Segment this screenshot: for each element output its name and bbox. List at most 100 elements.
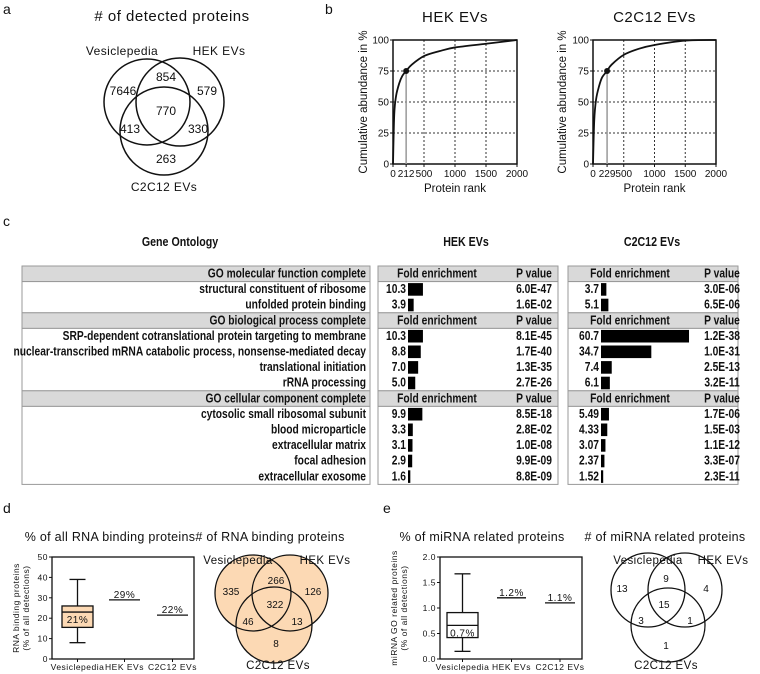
y-tick-label: 50: [578, 98, 590, 109]
marker-point: [403, 68, 410, 74]
c2c12-fold-bar: [601, 423, 608, 437]
c2c12-fold-bar: [601, 361, 612, 374]
p-value-header: P value: [516, 268, 552, 281]
x-tick-label: 2000: [705, 169, 728, 180]
p-value-header: P value: [704, 268, 740, 281]
c2c12-p-value: 1.5E-03: [704, 424, 740, 437]
c2c12-fold-bar: [601, 439, 606, 452]
c2c12-p-value-wrap: 3.0E-06: [704, 283, 740, 296]
c2c12-fold-bar: [601, 454, 605, 468]
c2c12-p-value: 1.7E-06: [704, 408, 740, 421]
panel-label-e: e: [383, 500, 391, 516]
hek-fold-value: 7.0: [392, 361, 406, 374]
hek-p-value: 2.8E-02: [516, 424, 552, 437]
hek-fold-value-wrap: 3.9: [392, 299, 406, 312]
box-label: 21%: [67, 615, 89, 626]
x-tick-label: C2C12 EVs: [148, 662, 197, 672]
hek-fold-value: 5.0: [392, 377, 406, 390]
c2c12-fold-value: 5.1: [585, 299, 600, 312]
hek-fold-value: 10.3: [386, 283, 406, 296]
c2c12-p-value: 1.2E-38: [704, 330, 740, 343]
value-label: 1.1%: [548, 593, 573, 604]
go-term: focal adhesion: [294, 455, 366, 468]
x-axis-label: Protein rank: [424, 183, 486, 195]
plot-title: % of all RNA binding proteins: [25, 530, 196, 544]
go-term-wrap: structural constituent of ribosome: [199, 283, 366, 296]
c2c12-fold-bar: [601, 298, 609, 312]
p-value-header-wrap: P value: [704, 314, 740, 327]
x-tick-label: 1000: [643, 169, 666, 180]
box-label: 0.7%: [450, 628, 475, 639]
venn-count: 1: [663, 641, 669, 652]
venn-label: HEK EVs: [193, 44, 246, 58]
hek-p-value-wrap: 1.6E-02: [516, 299, 552, 312]
c2c12-p-value: 3.3E-07: [704, 455, 740, 468]
hek-fold-value: 1.6: [392, 470, 406, 483]
go-title-wrap: Gene Ontology: [142, 234, 219, 249]
hek-p-value-wrap: 1.7E-40: [516, 346, 552, 359]
y-tick-label: 1.0: [423, 603, 436, 613]
venn-circle: [610, 552, 686, 628]
c2c12-fold-value: 60.7: [579, 330, 599, 343]
y-tick-label: 25: [578, 129, 590, 140]
plot-frame: [439, 556, 583, 660]
hek-p-value: 8.5E-18: [516, 408, 552, 421]
venn-count: 330: [188, 122, 208, 136]
hek-p-value-wrap: 9.9E-09: [516, 455, 552, 468]
c2c12-p-value: 2.5E-13: [704, 361, 740, 374]
section-body-bg: [21, 327, 371, 392]
c2c12-p-value: 6.5E-06: [704, 299, 740, 312]
y-axis-label: Cumulative abundance in %: [358, 30, 370, 173]
venn-count: 8: [273, 639, 279, 650]
venn-circle: [630, 587, 706, 663]
venn-circle: [647, 552, 723, 628]
panel-label-b: b: [325, 1, 333, 17]
hek-fold-value-wrap: 10.3: [386, 330, 406, 343]
y-tick-label: 1.5: [423, 578, 436, 588]
table-row: unfolded protein binding 3.9 1.6E-02 5.1 6.5…: [245, 298, 740, 312]
x-tick-label: HEK EVs: [105, 662, 144, 672]
fold-enrichment-header-wrap: Fold enrichment: [397, 392, 477, 405]
hek-p-value: 1.7E-40: [516, 346, 552, 359]
go-term-wrap: extracellular matrix: [272, 439, 367, 452]
cumulative-curve: [392, 39, 518, 165]
y-tick-label: 50: [38, 552, 48, 562]
go-term-wrap: cytosolic small ribosomal subunit: [201, 408, 366, 421]
p-value-header-wrap: P value: [704, 392, 740, 405]
panel-label-a: a: [3, 1, 11, 17]
y-tick-label: 0.0: [423, 654, 436, 664]
c2c12-p-value: 1.0E-31: [704, 346, 740, 359]
c2c12-fold-value-wrap: 4.33: [579, 424, 599, 437]
c2c12-fold-value-wrap: 6.1: [585, 377, 600, 390]
venn-circle-vesiclepedia: [103, 58, 191, 146]
x-tick-label: 0: [590, 169, 596, 180]
c2c12-fold-bar: [601, 283, 607, 296]
venn-title: # of miRNA related proteins: [585, 530, 746, 544]
table-row: focal adhesion 2.9 9.9E-09 2.37 3.3E-07: [294, 454, 740, 468]
p-value-header-wrap: P value: [516, 314, 552, 327]
c2c12-fold-value: 5.49: [579, 408, 599, 421]
c2c12-p-value: 1.1E-12: [704, 439, 740, 452]
venn-diagram: # of RNA binding proteins Vesiclepedia HEK…: [195, 530, 350, 672]
panel-d: % of all RNA binding proteins 0 10 20 30 40 50…: [11, 530, 350, 672]
y-tick-label: 30: [38, 593, 48, 603]
go-term: extracellular exosome: [258, 470, 366, 483]
x-axis-label: Protein rank: [623, 183, 685, 195]
hek-p-value-wrap: 8.1E-45: [516, 330, 552, 343]
hek-fold-value-wrap: 8.8: [392, 346, 406, 359]
hek-title: HEK EVs: [443, 234, 489, 249]
venn-label: Vesiclepedia: [203, 555, 273, 567]
go-term: structural constituent of ribosome: [199, 283, 366, 296]
hek-fold-bar: [408, 298, 414, 312]
go-term: rRNA processing: [283, 377, 366, 390]
venn-fill: [631, 588, 705, 662]
section-name-wrap: GO molecular function complete: [208, 268, 366, 281]
go-term-wrap: blood microparticle: [271, 424, 366, 437]
x-tick-label: 1500: [674, 169, 697, 180]
hek-p-value: 1.6E-02: [516, 299, 552, 312]
hek-fold-value: 8.8: [392, 346, 406, 359]
c2c12-fold-value-wrap: 5.49: [579, 408, 599, 421]
go-term: unfolded protein binding: [245, 299, 366, 312]
go-term: SRP-dependent cotranslational protein ta…: [63, 330, 366, 343]
